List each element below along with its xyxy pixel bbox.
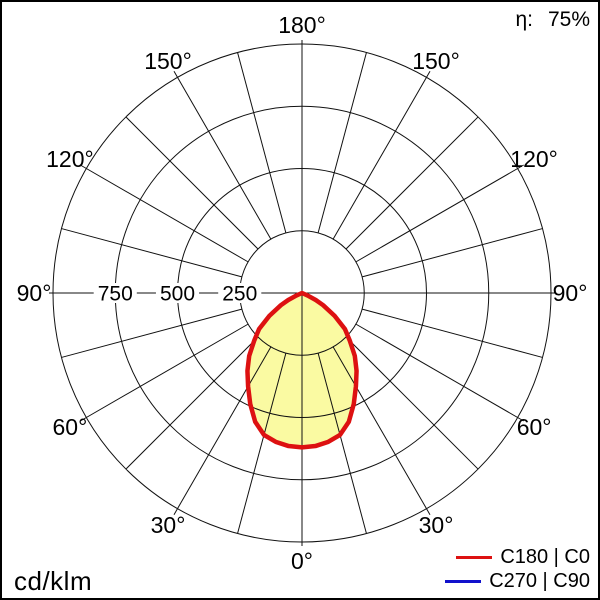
legend-label-c180-c0: C180 | C0 — [500, 545, 590, 568]
grid-spoke-285 — [61, 308, 243, 358]
legend-label-c270-c90: C270 | C90 — [489, 569, 590, 592]
angle-label-150-left: 150° — [144, 48, 192, 74]
radial-label-bg-750 — [93, 283, 137, 303]
grid-spoke-165 — [317, 52, 367, 234]
legend-item-c270-c90: C270 | C90 — [445, 569, 590, 593]
grid-spoke-120 — [355, 164, 524, 263]
grid-spoke-15 — [317, 352, 367, 534]
radial-tick-label-250: 250 — [222, 283, 257, 306]
grid-spoke-315 — [125, 336, 259, 470]
legend-line-blue-icon — [445, 579, 482, 583]
legend: C180 | C0 C270 | C90 — [445, 545, 590, 593]
angle-label-30-right: 30° — [419, 512, 454, 538]
grid-spoke-330 — [173, 346, 272, 515]
grid-spoke-75 — [361, 308, 543, 358]
angle-label-90-right: 90° — [553, 280, 588, 306]
angle-label-90-left: 90° — [17, 280, 52, 306]
legend-line-red-icon — [456, 555, 493, 559]
angle-label-120-right: 120° — [510, 146, 558, 172]
angle-label-150-right: 150° — [412, 48, 460, 74]
grid-spoke-195 — [237, 52, 287, 234]
grid-spoke-345 — [237, 352, 287, 534]
grid-spoke-210 — [173, 71, 272, 240]
angle-label-120-left: 120° — [46, 146, 94, 172]
efficiency-value: 75% — [547, 8, 590, 31]
radial-label-bg-500 — [155, 283, 200, 303]
radial-tick-label-500: 500 — [160, 283, 195, 306]
grid-spoke-150 — [332, 71, 431, 240]
angle-label-180-right: 180° — [278, 12, 326, 38]
radial-label-bg-250 — [218, 283, 262, 303]
unit-label: cd/klm — [14, 566, 93, 596]
grid-spoke-45 — [345, 336, 479, 470]
efficiency-readout: η: 75% — [515, 8, 590, 32]
radial-tick-label-750: 750 — [98, 283, 133, 306]
grid-spoke-225 — [125, 116, 259, 250]
angle-label-60-right: 60° — [517, 414, 552, 440]
grid-spoke-300 — [80, 323, 249, 422]
intensity-curve-c180-c0 — [245, 290, 359, 450]
angle-label-30-left: 30° — [151, 512, 186, 538]
grid-spoke-240 — [80, 164, 249, 263]
angle-label-60-left: 60° — [53, 414, 88, 440]
efficiency-label: η: — [515, 8, 533, 31]
grid-spoke-105 — [361, 228, 543, 278]
legend-item-c180-c0: C180 | C0 — [445, 545, 590, 569]
grid-spoke-135 — [345, 116, 479, 250]
grid-spoke-30 — [332, 346, 431, 515]
grid-spoke-60 — [355, 323, 524, 422]
angle-label-0-right: 0° — [291, 548, 313, 574]
grid-spoke-255 — [61, 228, 243, 278]
